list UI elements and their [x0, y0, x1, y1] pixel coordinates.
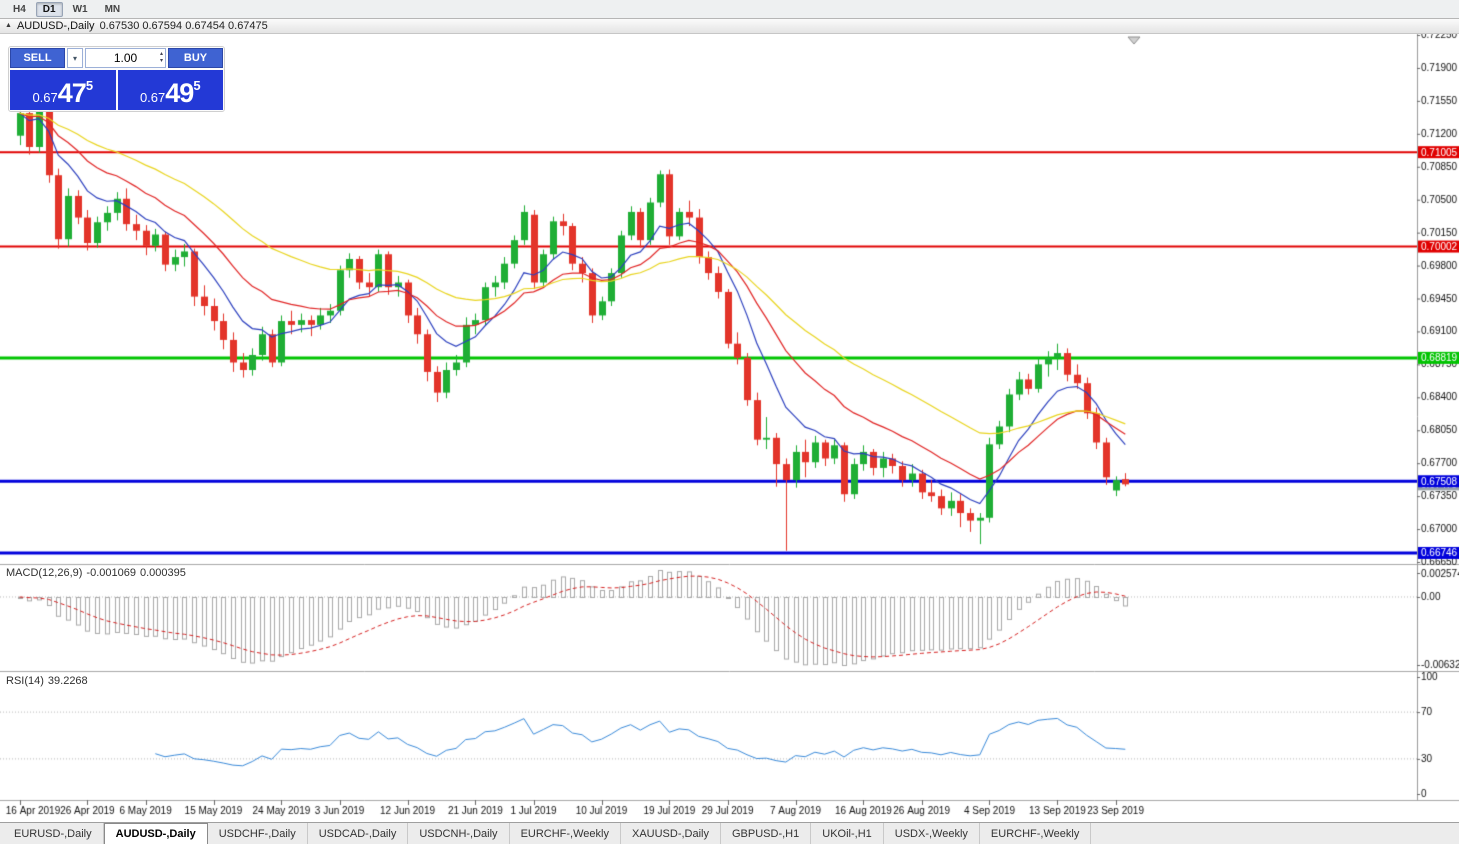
chart-caption-symbol: AUDUSD-,Daily: [16, 20, 95, 32]
rsi-name: RSI(14): [6, 675, 44, 687]
timeframe-button-h4[interactable]: H4: [13, 3, 26, 15]
volume-input[interactable]: 1.00 ▴ ▾: [85, 48, 166, 68]
spin-up-icon[interactable]: ▴: [159, 51, 163, 57]
chart-tab-gbpusd-h1[interactable]: GBPUSD-,H1: [721, 823, 812, 844]
timeframe-toolbar: H4 D1 W1 MN: [0, 0, 1459, 19]
chart-tab-xauusd-daily[interactable]: XAUUSD-,Daily: [621, 823, 721, 844]
volume-stepper[interactable]: ▴ ▾: [160, 49, 163, 67]
chart-tab-usdx-weekly[interactable]: USDX-,Weekly: [884, 823, 980, 844]
timeframe-button-w1[interactable]: W1: [72, 3, 88, 15]
volume-value: 1.00: [113, 51, 138, 65]
chart-tab-usdcad-daily[interactable]: USDCAD-,Daily: [308, 823, 409, 844]
sell-button[interactable]: SELL: [10, 48, 65, 68]
chart-tab-bar: EURUSD-,Daily AUDUSD-,Daily USDCHF-,Daily U…: [0, 822, 1459, 844]
buy-price-box[interactable]: 0.67 49 5: [117, 70, 223, 110]
chart-caption-ohlc: 0.67530 0.67594 0.67454 0.67475: [99, 20, 268, 32]
macd-indicator-label: MACD(12,26,9) -0.001069 0.000395: [6, 567, 190, 579]
chart-caption: ▲ AUDUSD-,Daily 0.67530 0.67594 0.67454 …: [0, 19, 1459, 34]
macd-value-signal: 0.000395: [139, 567, 186, 579]
chart-tab-eurchf-weekly[interactable]: EURCHF-,Weekly: [510, 823, 621, 844]
buy-price-prefix: 0.67: [139, 90, 166, 105]
rsi-indicator-label: RSI(14) 39.2268: [6, 675, 92, 687]
timeframe-button-d1[interactable]: D1: [35, 1, 63, 17]
sell-price-box[interactable]: 0.67 47 5: [10, 70, 116, 110]
spin-down-icon[interactable]: ▾: [159, 58, 163, 64]
chart-canvas[interactable]: [0, 19, 1459, 822]
chart-tab-eurusd-daily[interactable]: EURUSD-,Daily: [3, 823, 104, 844]
macd-value-main: -0.001069: [86, 567, 136, 579]
chart-tab-eurchf-weekly[interactable]: EURCHF-,Weekly: [980, 823, 1092, 844]
volume-dropdown-icon[interactable]: ▾: [67, 48, 83, 68]
macd-name: MACD(12,26,9): [6, 567, 83, 579]
buy-price-big: 49: [165, 78, 194, 108]
chart-collapse-icon[interactable]: ▲: [5, 22, 12, 29]
buy-button[interactable]: BUY: [168, 48, 223, 68]
sell-price-prefix: 0.67: [32, 90, 58, 105]
buy-price-sup: 5: [193, 78, 201, 93]
chart-window: ▲ AUDUSD-,Daily 0.67530 0.67594 0.67454 …: [0, 19, 1459, 822]
rsi-value: 39.2268: [47, 675, 88, 687]
one-click-trade-panel: SELL ▾ 1.00 ▴ ▾ BUY 0.67 47 5 0.67 49 5: [8, 46, 225, 112]
sell-price-sup: 5: [85, 78, 94, 93]
chart-tab-ukoil-h1[interactable]: UKOil-,H1: [811, 823, 884, 844]
sell-price-big: 47: [57, 78, 87, 108]
timeframe-button-mn[interactable]: MN: [104, 3, 121, 15]
chart-tab-usdcnh-daily[interactable]: USDCNH-,Daily: [408, 823, 510, 844]
chart-tab-audusd-daily[interactable]: AUDUSD-,Daily: [103, 823, 208, 844]
chart-tab-usdchf-daily[interactable]: USDCHF-,Daily: [208, 823, 308, 844]
